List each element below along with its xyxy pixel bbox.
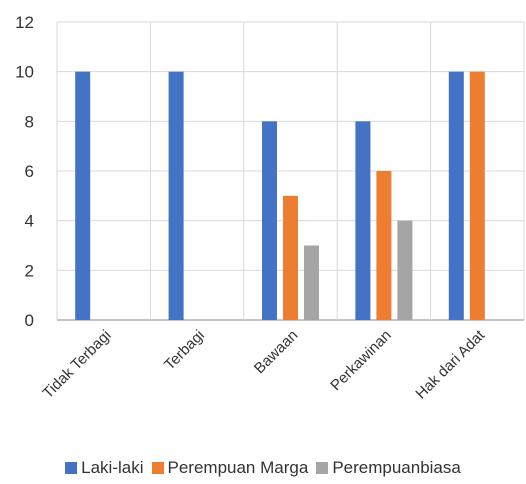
- legend-swatch: [151, 462, 164, 474]
- y-tick-label: 2: [25, 261, 34, 280]
- legend-label: Perempuan Marga: [167, 458, 309, 477]
- legend-label: Laki-laki: [81, 458, 144, 477]
- category-label: Bawaan: [251, 327, 301, 377]
- bar: [283, 195, 298, 320]
- x-axis-labels: Tidak Terbagi Terbagi Bawaan Perkawinan Hak …: [39, 326, 488, 402]
- bar: [397, 220, 413, 320]
- legend: Laki-laki Perempuan Marga Perempuanbiasa: [0, 458, 526, 478]
- legend-item: Laki-laki: [65, 458, 144, 478]
- y-axis-ticks: 0 2 4 6 8 10 12: [15, 13, 34, 330]
- y-tick-label: 8: [25, 112, 34, 131]
- y-tick-label: 10: [15, 63, 34, 82]
- legend-swatch: [316, 462, 329, 474]
- bar-chart: 0 2 4 6 8 10 12 Tidak Terbagi Terbagi Bawaan Perk…: [15, 13, 525, 403]
- y-tick-label: 6: [25, 162, 34, 181]
- category-label: Tidak Terbagi: [39, 327, 114, 402]
- bars: [75, 71, 485, 321]
- category-label: Terbagi: [161, 327, 208, 374]
- y-tick-label: 12: [15, 13, 34, 32]
- bar: [448, 71, 464, 321]
- bar: [75, 71, 91, 321]
- legend-swatch: [65, 462, 78, 474]
- legend-item: Perempuanbiasa: [316, 458, 461, 478]
- bar: [355, 121, 371, 320]
- legend-item: Perempuan Marga: [151, 458, 309, 478]
- category-label: Hak dari Adat: [412, 326, 488, 402]
- bar: [469, 71, 485, 321]
- bar: [376, 171, 392, 320]
- bar: [168, 71, 184, 321]
- y-tick-label: 0: [25, 311, 34, 330]
- gridlines: [56, 21, 525, 321]
- bar: [304, 245, 319, 320]
- category-label: Perkawinan: [327, 327, 394, 394]
- y-tick-label: 4: [25, 212, 34, 231]
- legend-label: Perempuanbiasa: [332, 458, 461, 477]
- bar: [262, 121, 277, 320]
